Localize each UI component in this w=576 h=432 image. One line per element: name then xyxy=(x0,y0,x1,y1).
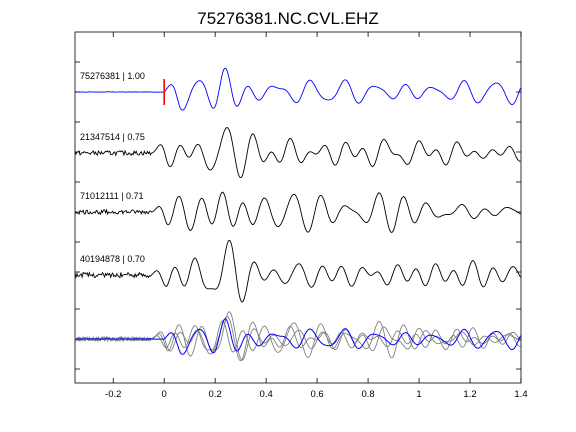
x-tick-label: -0.2 xyxy=(105,389,121,400)
chart-title: 75276381.NC.CVL.EHZ xyxy=(197,9,378,28)
trace-line-40194878 xyxy=(74,239,521,303)
overlay-line-reference xyxy=(74,318,521,355)
plot-frame xyxy=(74,31,522,384)
trace-label-75276381: 75276381 | 1.00 xyxy=(80,71,145,81)
trace-line-21347514 xyxy=(74,126,521,179)
x-axis: -0.2 0 0.2 0.4 0.6 0.8 1 1.2 1.4 xyxy=(105,32,528,400)
x-tick-label: 0.2 xyxy=(209,389,222,400)
y-axis-ticks xyxy=(75,61,521,370)
x-tick-label: 1.2 xyxy=(463,389,476,400)
x-tick-label: 0.8 xyxy=(361,389,374,400)
trace-group xyxy=(74,67,521,303)
trace-line-75276381 xyxy=(74,67,521,111)
x-tick-label: 0 xyxy=(162,389,167,400)
x-tick-label: 0.4 xyxy=(260,389,273,400)
x-tick-label: 1.4 xyxy=(514,389,527,400)
trace-label-71012111: 71012111 | 0.71 xyxy=(80,191,144,201)
trace-label-group: 75276381 | 1.00 21347514 | 0.75 71012111 |… xyxy=(80,71,145,264)
overlay-group xyxy=(74,311,521,362)
trace-label-40194878: 40194878 | 0.70 xyxy=(80,254,145,264)
trace-label-21347514: 21347514 | 0.75 xyxy=(80,132,145,142)
trace-line-71012111 xyxy=(75,191,521,233)
x-tick-label: 0.6 xyxy=(311,389,324,400)
overlay-line-gray xyxy=(74,311,521,361)
x-tick-label: 1 xyxy=(416,389,421,400)
